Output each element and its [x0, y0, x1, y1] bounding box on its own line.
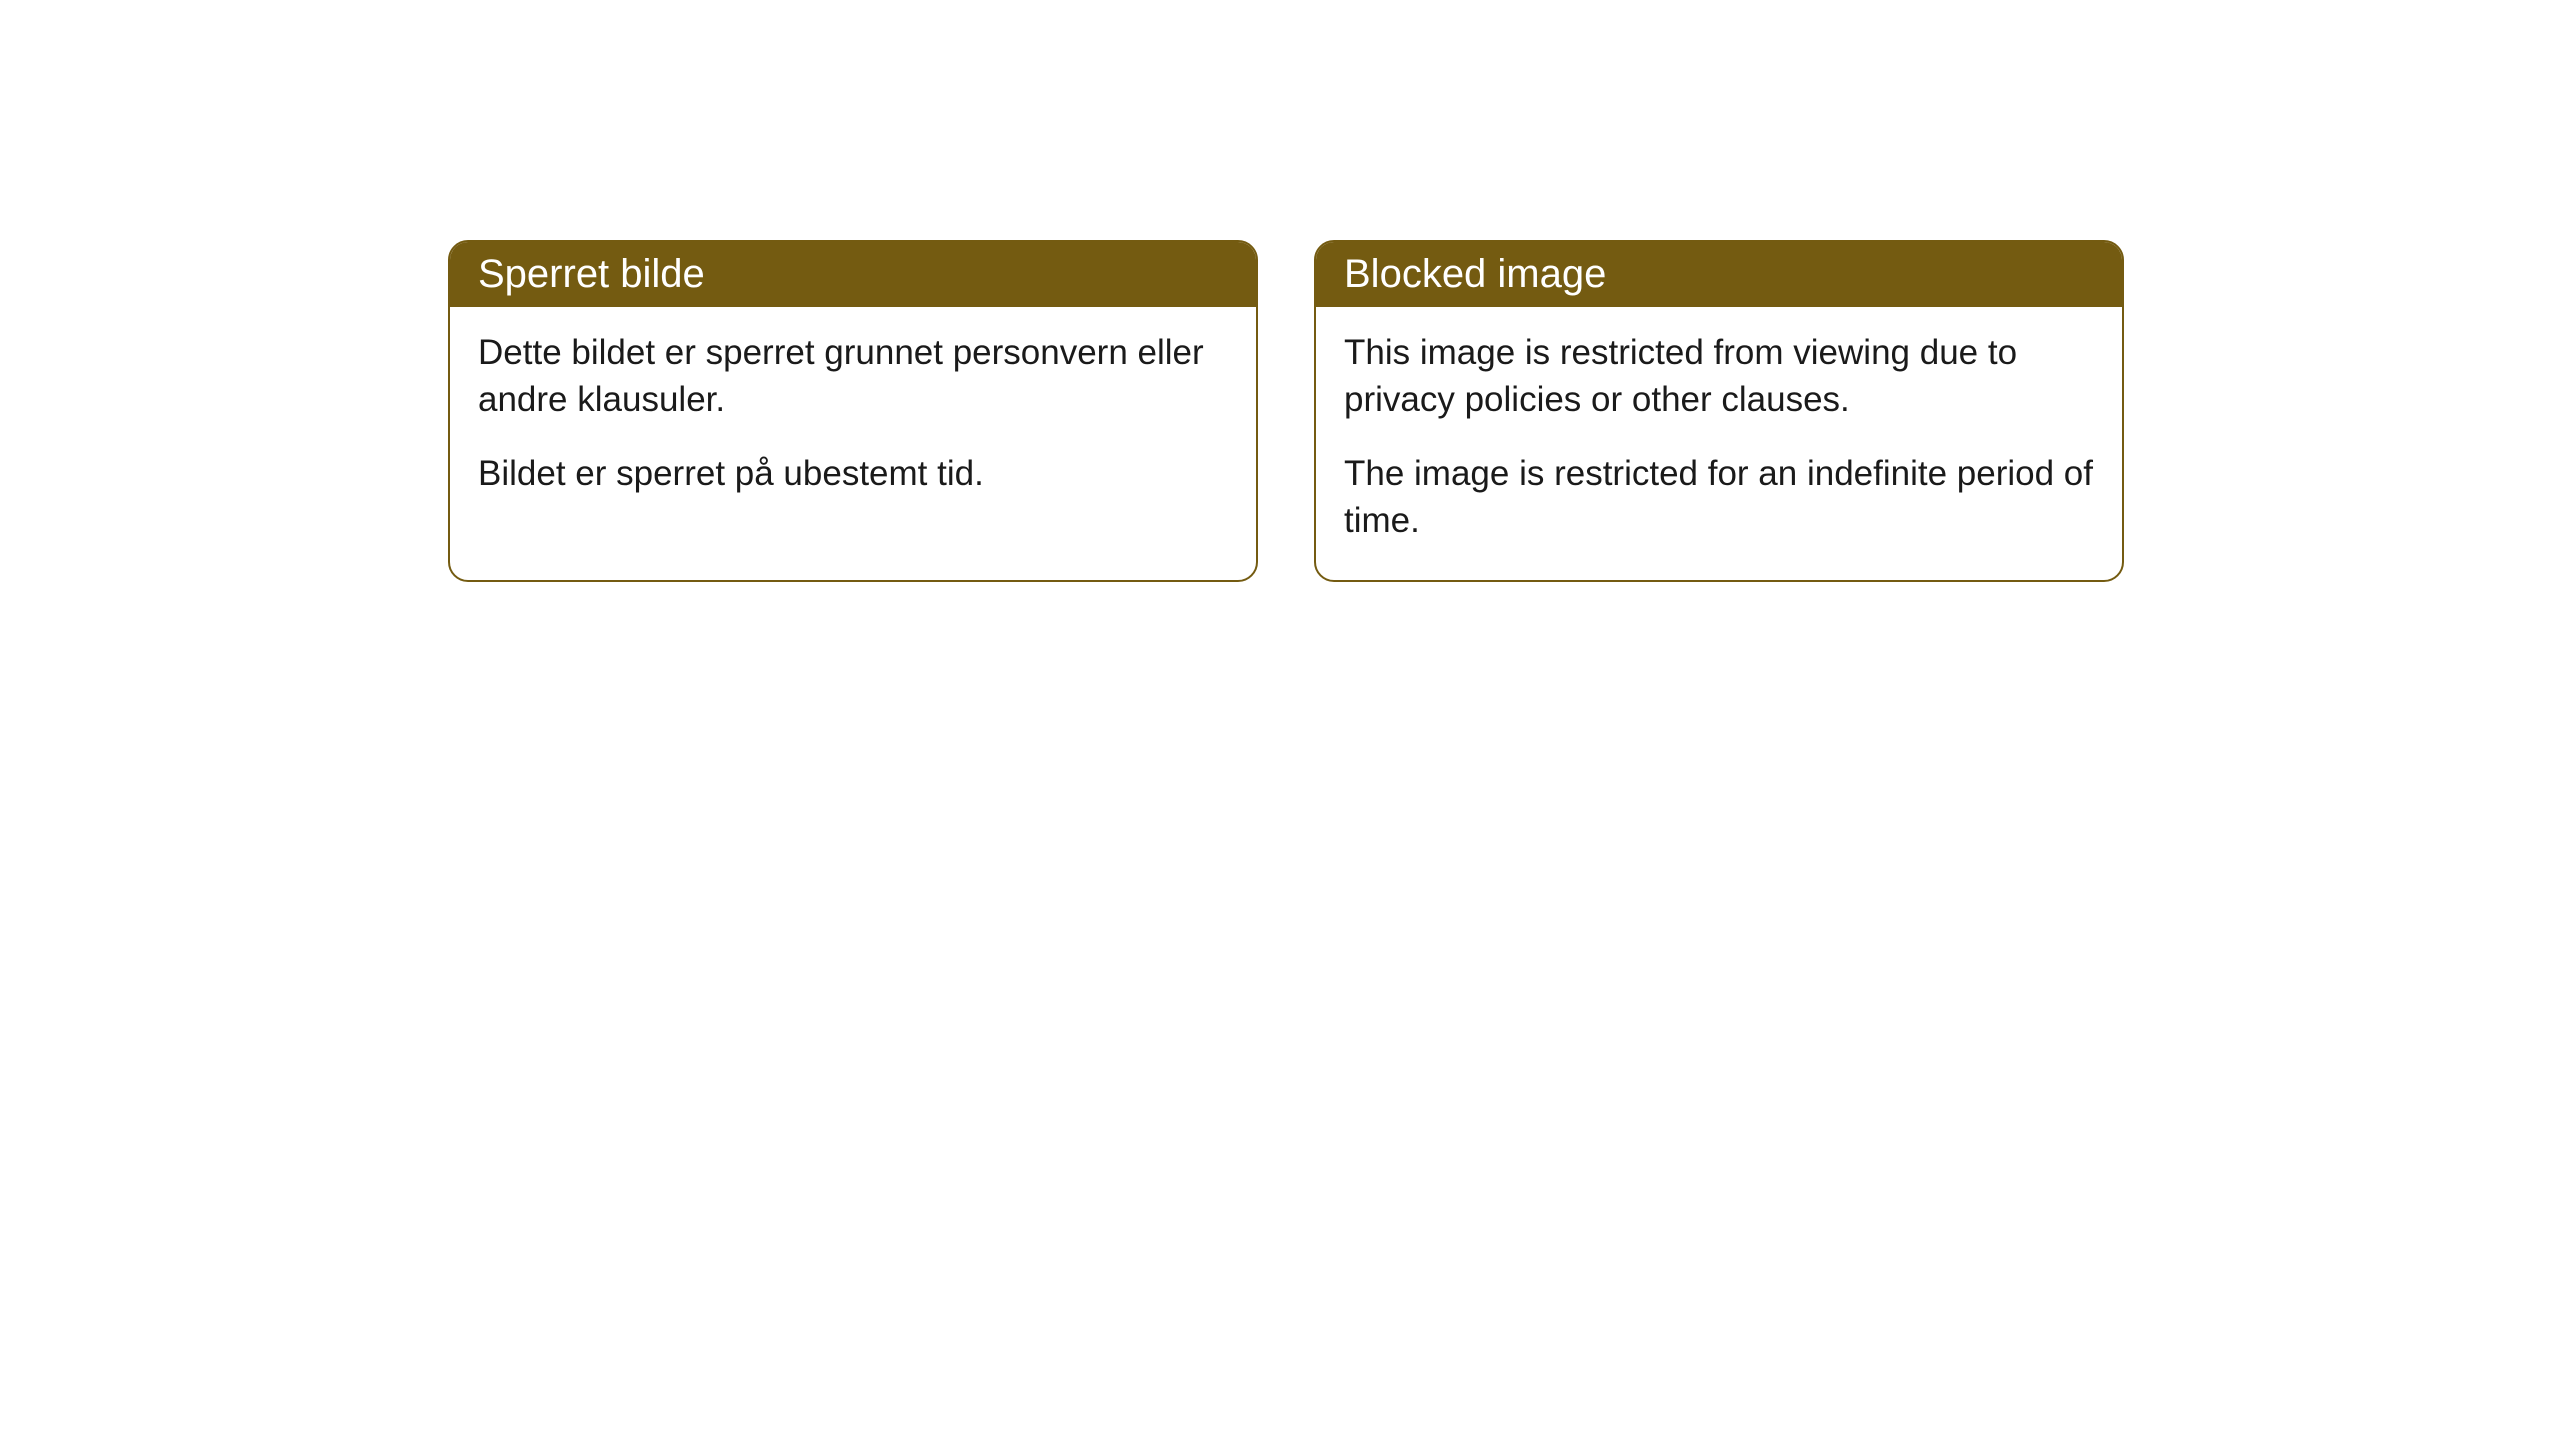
blocked-image-card-norwegian: Sperret bilde Dette bildet er sperret gr… — [448, 240, 1258, 582]
card-paragraph: The image is restricted for an indefinit… — [1344, 450, 2094, 545]
blocked-image-card-english: Blocked image This image is restricted f… — [1314, 240, 2124, 582]
card-paragraph: Bildet er sperret på ubestemt tid. — [478, 450, 1228, 497]
card-header: Sperret bilde — [450, 242, 1256, 307]
card-title: Sperret bilde — [478, 252, 705, 296]
card-body: This image is restricted from viewing du… — [1316, 307, 2122, 580]
card-header: Blocked image — [1316, 242, 2122, 307]
card-container: Sperret bilde Dette bildet er sperret gr… — [448, 240, 2124, 582]
card-body: Dette bildet er sperret grunnet personve… — [450, 307, 1256, 533]
card-paragraph: This image is restricted from viewing du… — [1344, 329, 2094, 424]
card-paragraph: Dette bildet er sperret grunnet personve… — [478, 329, 1228, 424]
card-title: Blocked image — [1344, 252, 1606, 296]
